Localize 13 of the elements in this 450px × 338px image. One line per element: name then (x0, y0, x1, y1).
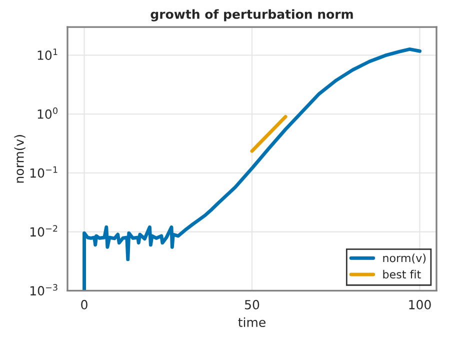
y-axis-title: norm(v) (14, 135, 26, 183)
y-tick-label: 10$^{−2}$ (30, 225, 58, 237)
legend-label: norm(v) (383, 254, 426, 264)
y-tick-label: 10$^{0}$ (38, 107, 58, 119)
y-tick-label: 10$^{−3}$ (30, 284, 58, 296)
y-tick-label: 10$^{−1}$ (30, 166, 58, 178)
y-tick-label: 10$^{1}$ (38, 48, 58, 60)
chart-title: growth of perturbation norm (150, 9, 353, 22)
x-tick-label: 50 (245, 300, 260, 310)
x-tick-label: 100 (409, 300, 431, 310)
x-axis-title: time (238, 317, 266, 328)
legend-label: best fit (383, 270, 421, 279)
x-tick-label: 0 (81, 300, 88, 310)
